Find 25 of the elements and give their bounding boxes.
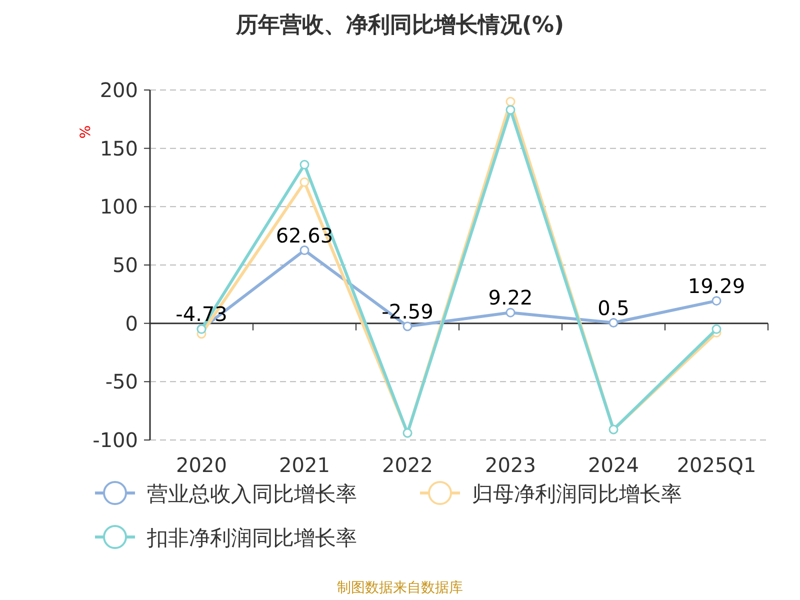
x-tick-label: 2021 — [279, 453, 330, 477]
y-tick-label: -50 — [105, 370, 138, 394]
data-label: 19.29 — [688, 274, 746, 298]
x-tick-label: 2022 — [382, 453, 433, 477]
legend-label: 营业总收入同比增长率 — [147, 482, 357, 506]
x-tick-label: 2025Q1 — [676, 453, 756, 477]
chart-title: 历年营收、净利同比增长情况(%) — [234, 13, 564, 38]
data-label: 9.22 — [488, 286, 533, 310]
y-tick-label: 0 — [125, 311, 138, 336]
y-tick-label: 150 — [100, 136, 138, 160]
data-label: -4.73 — [176, 302, 228, 326]
x-tick-label: 2024 — [588, 453, 639, 477]
data-label: 62.63 — [276, 223, 334, 248]
y-tick-label: 200 — [100, 78, 138, 102]
data-label: -2.59 — [382, 299, 434, 324]
legend-label: 归母净利润同比增长率 — [472, 482, 682, 506]
y-tick-label: -100 — [92, 428, 138, 452]
text: 制图数据来自数据库 — [337, 580, 463, 596]
y-axis-title: % — [78, 125, 94, 139]
y-tick-label: 100 — [100, 194, 138, 219]
data-label: 0.5 — [598, 296, 630, 320]
x-tick-label: 2023 — [485, 453, 536, 477]
legend-label: 扣非净利润同比增长率 — [146, 526, 357, 550]
y-tick-label: 50 — [112, 253, 138, 277]
x-tick-label: 2020 — [176, 453, 227, 477]
